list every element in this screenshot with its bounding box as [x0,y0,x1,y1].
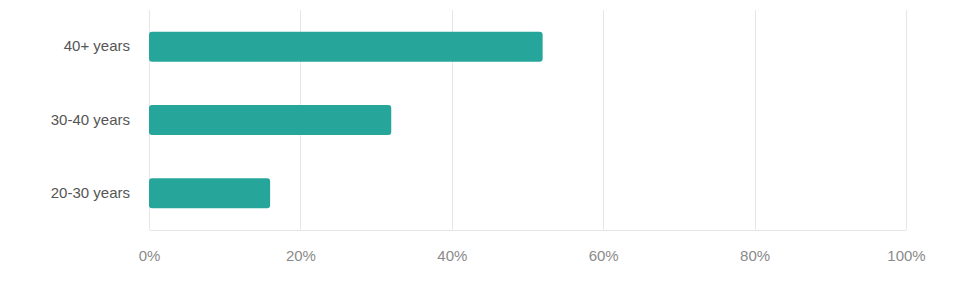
category-label: 20-30 years [51,184,130,201]
bar [149,105,391,135]
bar [149,178,270,208]
grid-line [906,10,907,230]
grid [150,10,907,230]
tick: 80% [740,230,770,264]
tick-label: 60% [589,247,619,264]
category-label: 30-40 years [51,111,130,128]
tick-label: 80% [740,247,770,264]
tick: 0% [139,230,161,264]
category-label: 40+ years [64,37,130,54]
tick: 40% [437,230,467,264]
tick: 20-30 years [51,184,130,201]
tick-label: 40% [437,247,467,264]
bars [149,32,543,209]
tick-label: 0% [139,247,161,264]
chart: 0% 20% 40% 60% 80% 100% 40+ years 30-40 years 20… [0,0,975,287]
tick: 20% [286,230,316,264]
axis-line [150,230,907,231]
tick-label: 20% [286,247,316,264]
bar [149,32,543,62]
tick-label: 100% [887,247,925,264]
grid-line [603,10,604,230]
tick: 40+ years [64,37,130,54]
value-axis: 0% 20% 40% 60% 80% 100% [139,230,926,264]
category-axis: 40+ years 30-40 years 20-30 years [51,37,130,201]
tick: 60% [589,230,619,264]
tick: 100% [887,230,925,264]
grid-line [755,10,756,230]
tick: 30-40 years [51,111,130,128]
